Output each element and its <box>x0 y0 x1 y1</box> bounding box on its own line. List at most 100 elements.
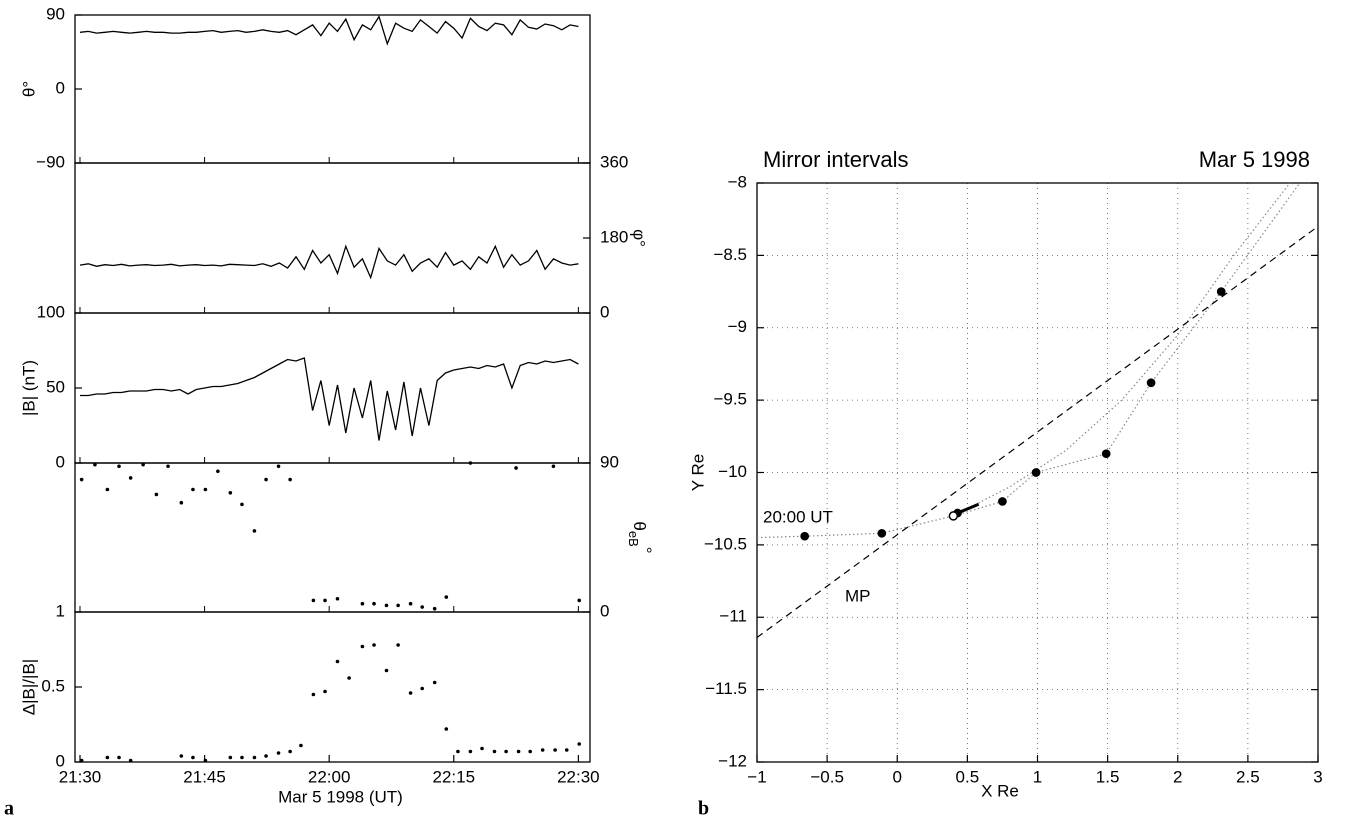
data-point <box>154 492 159 497</box>
start-marker <box>948 511 959 521</box>
data-point <box>384 668 389 673</box>
x-tick-label: 22:15 <box>433 767 476 786</box>
data-point <box>456 749 460 754</box>
y-tick-label: −11 <box>719 607 747 626</box>
data-point <box>299 743 303 748</box>
panel-label: a <box>4 798 14 820</box>
plot-frame <box>756 182 1319 763</box>
y-label-suffix: ° <box>636 547 655 554</box>
x-tick-label: 0.5 <box>956 767 980 786</box>
data-point <box>203 487 208 492</box>
y-axis-label: θ° <box>19 81 38 97</box>
y-tick-label: −90 <box>36 152 65 171</box>
data-point <box>516 749 521 754</box>
y-tick-label: −9.5 <box>713 390 747 409</box>
data-point <box>335 659 340 664</box>
x-tick-label: −1 <box>747 767 766 786</box>
x-tick-label: 21:30 <box>59 767 102 786</box>
data-point <box>396 603 400 608</box>
orbit-point <box>800 531 810 541</box>
orbit-point <box>1031 468 1041 477</box>
plot-frame <box>74 462 591 613</box>
plot-frame <box>74 14 591 164</box>
y-tick-label: 0 <box>56 452 65 471</box>
data-point <box>360 644 365 649</box>
y-axis-label: Δ|B|/|B| <box>19 659 38 715</box>
data-point <box>105 755 110 760</box>
data-point <box>372 601 376 606</box>
data-point <box>240 755 244 760</box>
data-point <box>79 758 84 763</box>
y-tick-label: −10 <box>718 462 747 481</box>
chart-title: Mirror intervals <box>763 147 908 172</box>
y-tick-label: −12 <box>718 751 747 770</box>
data-point <box>408 601 413 606</box>
data-point <box>216 469 220 474</box>
y-label-symbol: θ <box>630 521 649 530</box>
data-point <box>577 598 582 603</box>
data-point <box>372 643 376 647</box>
x-tick-label: −0.5 <box>810 767 844 786</box>
data-point <box>191 755 195 760</box>
data-point <box>504 749 508 754</box>
data-point <box>528 749 532 754</box>
data-point <box>468 461 473 465</box>
data-point <box>444 727 449 731</box>
y-tick-label: 0 <box>600 601 609 620</box>
data-point <box>141 462 145 467</box>
x-axis-label: Mar 5 1998 (UT) <box>278 787 403 806</box>
data-point <box>166 464 170 469</box>
x-tick-label: 3 <box>1313 767 1322 786</box>
plot-frame <box>74 162 591 314</box>
data-point <box>420 605 425 609</box>
y-label-subscript: eB <box>626 531 641 547</box>
plot-frame <box>74 312 591 464</box>
orbit-point <box>1146 378 1156 388</box>
x-tick-label: 1 <box>1033 767 1042 786</box>
data-point <box>203 758 208 763</box>
x-axis-label: X Re <box>981 781 1019 800</box>
data-point <box>564 748 569 752</box>
y-tick-label: −11.5 <box>705 679 747 698</box>
data-point <box>468 749 473 754</box>
y-tick-label: −8.5 <box>713 245 747 264</box>
data-point <box>323 598 327 603</box>
chart-subtitle: Mar 5 1998 <box>1199 147 1310 172</box>
y-tick-label: 0 <box>600 302 609 321</box>
data-point <box>228 755 233 760</box>
x-tick-label: 2 <box>1173 767 1182 786</box>
y-tick-label: 90 <box>600 452 619 471</box>
data-point <box>577 742 582 746</box>
x-tick-label: 22:00 <box>308 767 351 786</box>
data-point <box>432 606 437 611</box>
y-tick-label: 0 <box>56 78 65 97</box>
data-point <box>311 598 316 603</box>
y-axis-label: φ° <box>630 229 649 247</box>
data-point <box>264 754 268 758</box>
data-point <box>191 487 195 492</box>
data-line <box>79 15 579 46</box>
data-point <box>335 596 340 601</box>
data-point <box>117 755 121 760</box>
plot-frame <box>74 611 591 763</box>
data-point <box>252 529 257 533</box>
data-point <box>117 464 121 469</box>
data-point <box>128 758 133 763</box>
data-point <box>264 477 268 482</box>
y-tick-label: 360 <box>600 152 628 171</box>
y-tick-label: −8 <box>728 172 747 191</box>
data-point <box>93 462 97 467</box>
x-tick-label: 2.5 <box>1236 767 1260 786</box>
y-axis-label: θeB° <box>626 521 655 553</box>
y-tick-label: 50 <box>46 377 65 396</box>
y-tick-label: −9 <box>728 317 747 336</box>
data-point <box>480 746 484 751</box>
y-tick-label: 0 <box>56 751 65 770</box>
data-point <box>105 487 110 492</box>
data-point <box>240 502 244 507</box>
data-point <box>360 601 365 606</box>
data-line <box>80 357 579 441</box>
data-point <box>514 466 518 470</box>
